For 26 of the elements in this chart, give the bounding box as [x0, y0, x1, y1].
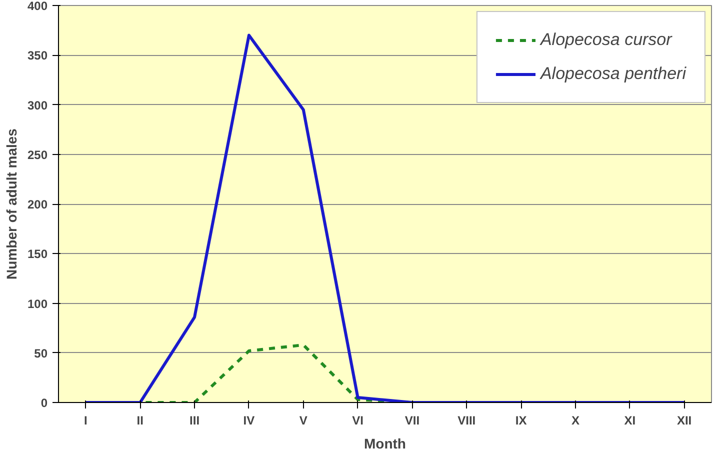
- legend-label: Alopecosa cursor: [540, 30, 672, 50]
- y-tick-label: 100: [27, 296, 48, 311]
- y-tick-label: 350: [27, 48, 48, 63]
- y-tick-label: 50: [34, 346, 48, 360]
- x-tick-label: IX: [515, 414, 527, 428]
- x-axis-title: Month: [364, 436, 406, 452]
- legend-label: Alopecosa pentheri: [540, 64, 686, 84]
- x-tick-label: XII: [676, 414, 692, 428]
- x-tick-label: II: [136, 414, 144, 428]
- y-axis-title: Number of adult males: [3, 128, 20, 280]
- x-tick-label: I: [84, 414, 88, 428]
- x-tick-label: VII: [404, 414, 420, 428]
- x-tick-label: VI: [352, 414, 364, 428]
- x-tick-label: IV: [243, 414, 255, 428]
- y-tick-label: 200: [27, 198, 48, 212]
- x-tick-label: VIII: [458, 414, 476, 428]
- x-tick-label: III: [190, 414, 200, 428]
- y-tick-label: 400: [27, 0, 48, 13]
- x-tick-label: X: [571, 414, 580, 428]
- y-tick-label: 0: [40, 396, 48, 410]
- x-tick-label: XI: [624, 414, 636, 428]
- y-tick-label: 150: [27, 247, 48, 262]
- y-tick-label: 250: [27, 148, 48, 162]
- line-series: [84, 34, 686, 402]
- x-tick-label: V: [299, 414, 308, 428]
- y-tick-label: 300: [27, 98, 48, 112]
